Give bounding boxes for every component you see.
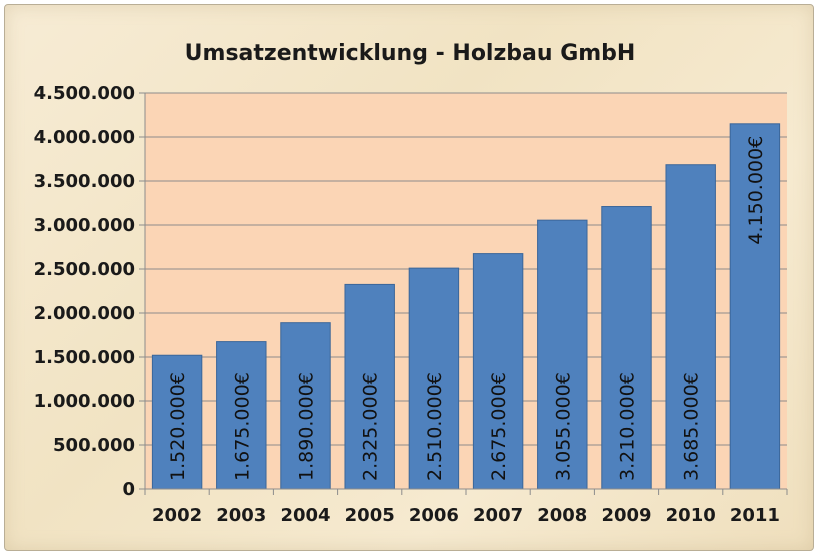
x-tick-label: 2008 <box>537 505 587 526</box>
y-tick-label: 500.000 <box>53 435 135 456</box>
data-label: 1.890.000€ <box>296 372 318 481</box>
bar-2011 <box>729 123 781 490</box>
data-label: 2.510.000€ <box>424 372 446 481</box>
data-label: 3.685.000€ <box>681 372 703 481</box>
bar-2004 <box>280 322 331 490</box>
y-tick-label: 0 <box>122 479 135 500</box>
bar-2003 <box>216 341 267 490</box>
data-labels: 1.520.000€ 1.675.000€ 1.890.000€ 2.325.000€… <box>167 136 767 481</box>
y-tick-label: 4.500.000 <box>34 83 135 104</box>
x-axis-ticks: 2002 2003 2004 2005 2006 2007 2008 2009 2010 2011 <box>152 505 780 526</box>
bar-2010 <box>665 164 716 490</box>
data-label: 2.675.000€ <box>488 372 510 481</box>
chart-frame: Umsatzentwicklung - Holzbau GmbH 0 500.00… <box>4 4 814 551</box>
y-tick-label: 4.000.000 <box>34 127 135 148</box>
bar-2005 <box>344 283 395 490</box>
x-tick-label: 2006 <box>409 505 459 526</box>
data-label: 4.150.000€ <box>745 136 767 245</box>
data-label: 1.520.000€ <box>167 372 189 481</box>
bar-2008 <box>537 219 588 490</box>
data-label: 3.210.000€ <box>617 372 639 481</box>
axes <box>139 92 788 495</box>
y-tick-label: 3.000.000 <box>34 215 135 236</box>
x-tick-label: 2010 <box>666 505 716 526</box>
x-tick-label: 2004 <box>280 505 330 526</box>
x-tick-label: 2003 <box>216 505 266 526</box>
y-tick-label: 2.000.000 <box>34 303 135 324</box>
x-tick-label: 2002 <box>152 505 202 526</box>
data-label: 3.055.000€ <box>552 372 574 481</box>
bar-chart: Umsatzentwicklung - Holzbau GmbH 0 500.00… <box>34 41 788 526</box>
y-tick-label: 1.500.000 <box>34 347 135 368</box>
y-tick-label: 3.500.000 <box>34 171 135 192</box>
x-tick-label: 2005 <box>345 505 395 526</box>
y-tick-label: 1.000.000 <box>34 391 135 412</box>
bar-2009 <box>601 206 652 490</box>
x-tick-label: 2011 <box>730 505 780 526</box>
y-tick-label: 2.500.000 <box>34 259 135 280</box>
data-label: 1.675.000€ <box>231 372 253 481</box>
chart-title: Umsatzentwicklung - Holzbau GmbH <box>185 41 636 66</box>
x-tick-label: 2009 <box>601 505 651 526</box>
bar-2002 <box>151 354 203 490</box>
data-label: 2.325.000€ <box>360 372 382 481</box>
x-tick-label: 2007 <box>473 505 523 526</box>
y-axis-ticks: 0 500.000 1.000.000 1.500.000 2.000.000 2.500… <box>34 83 135 500</box>
bars <box>151 123 781 490</box>
